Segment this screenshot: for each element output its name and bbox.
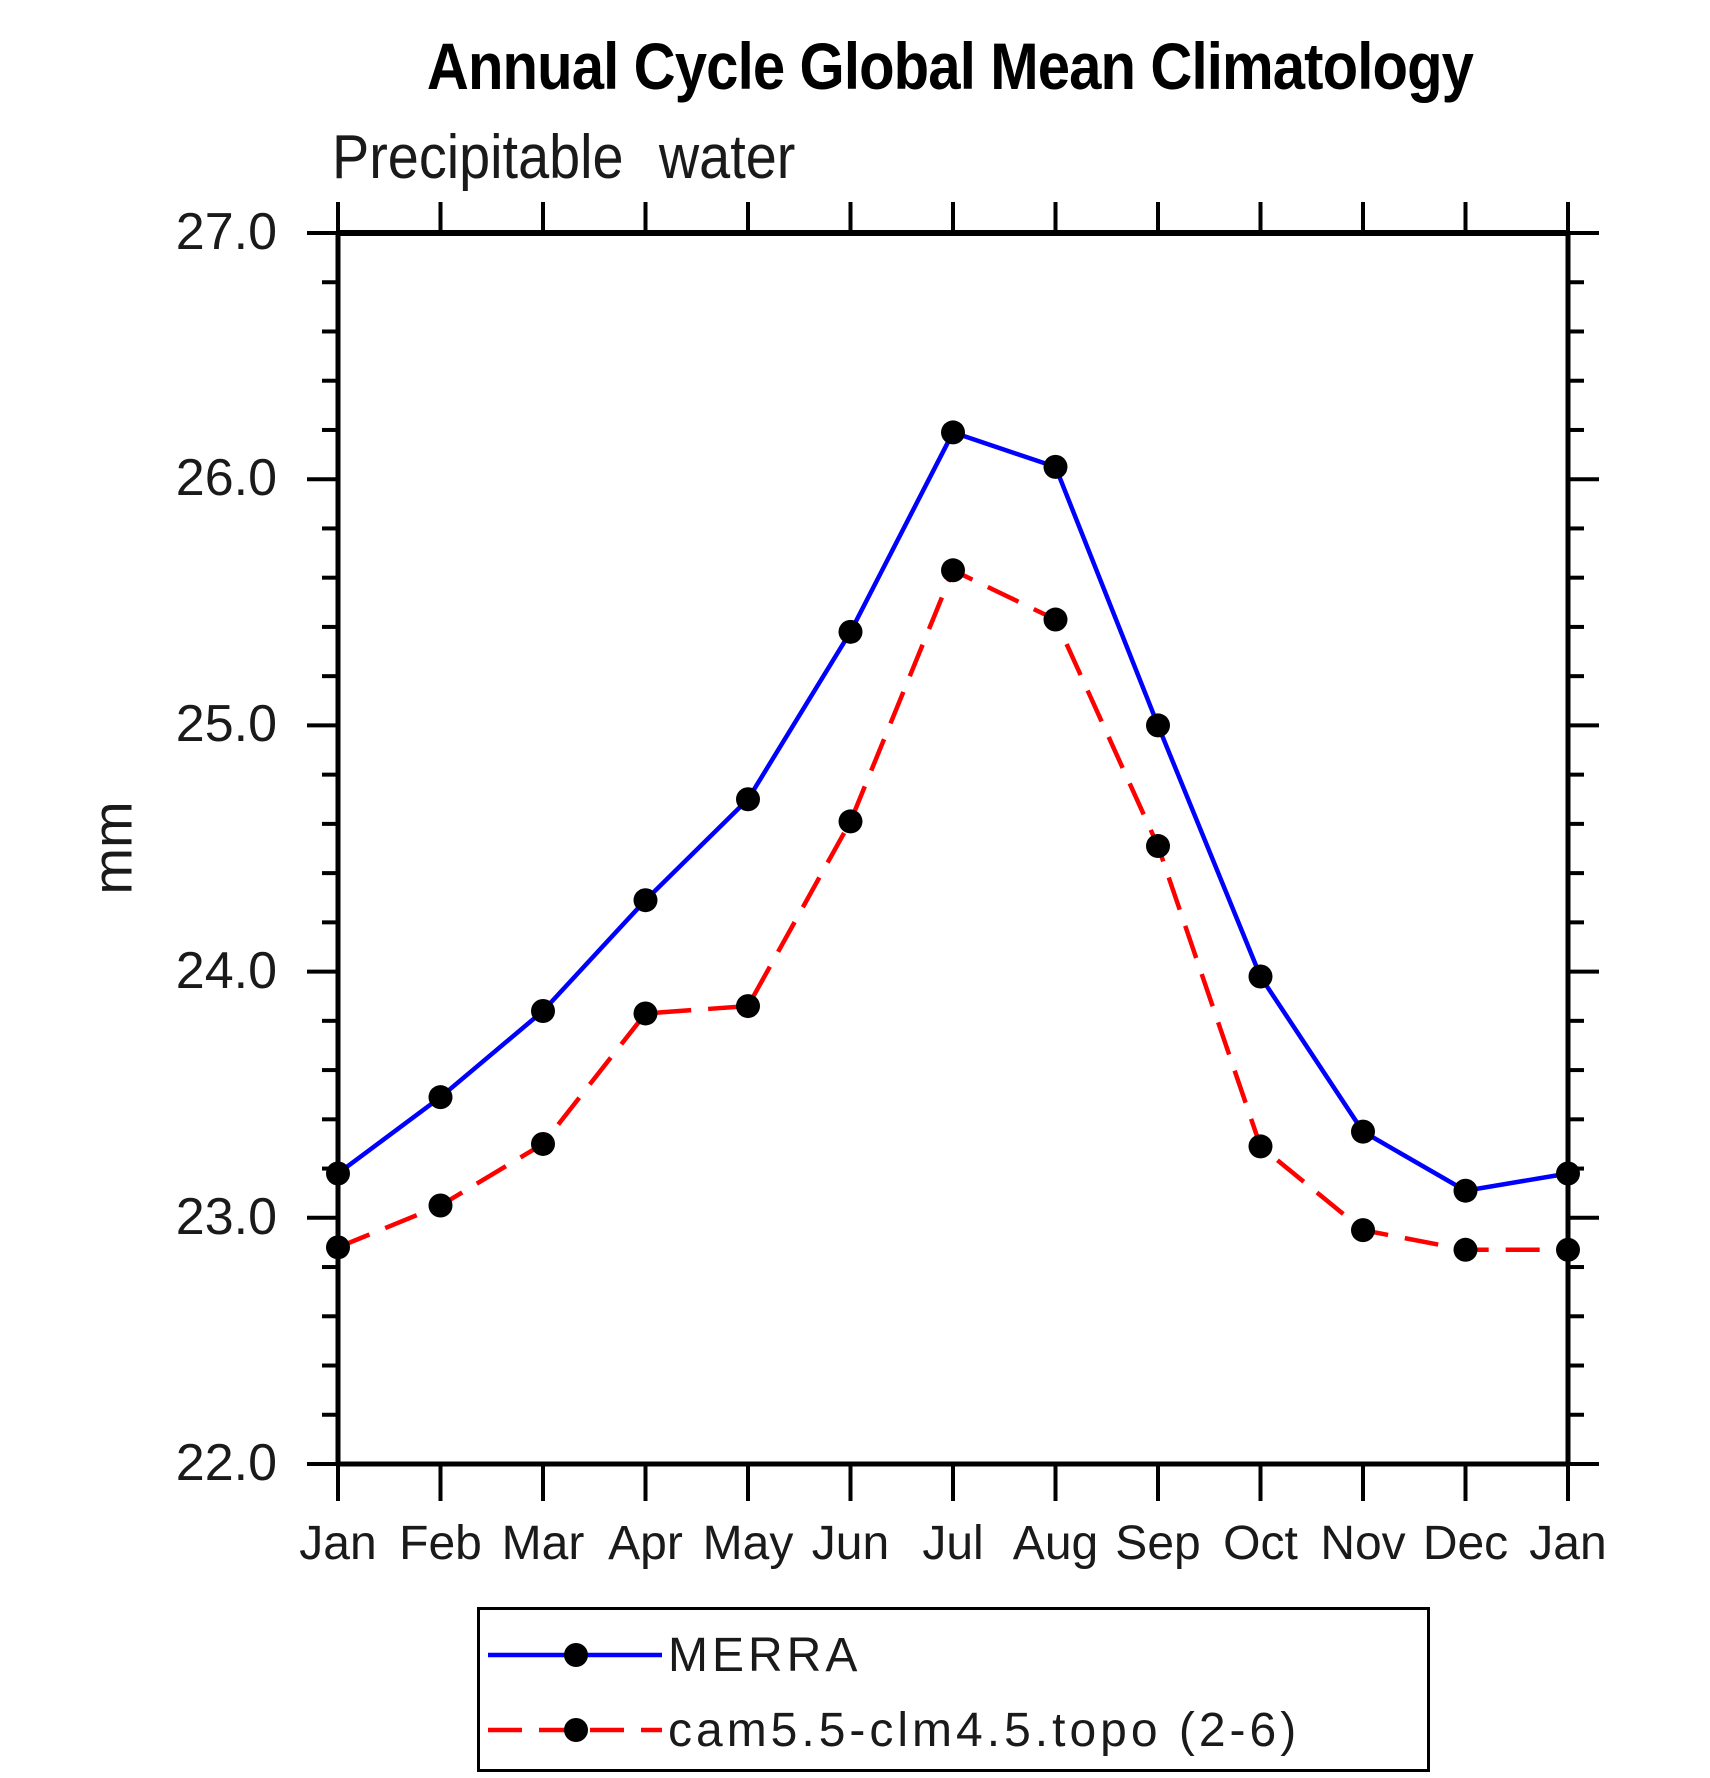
x-tick-label: Mar — [501, 1517, 585, 1570]
data-point-marker — [1556, 1161, 1580, 1186]
x-tick-label: Sep — [1115, 1517, 1201, 1570]
legend-label: MERRA — [668, 1628, 862, 1682]
data-point-marker — [633, 1001, 658, 1026]
data-point-marker — [326, 1161, 350, 1186]
data-point-marker — [326, 1235, 350, 1260]
legend-item-cam55: cam5.5-clm4.5.topo (2-6) — [484, 1704, 1300, 1757]
data-point-marker — [736, 994, 760, 1019]
y-tick-label: 22.0 — [175, 1433, 277, 1492]
data-point-marker — [838, 809, 863, 834]
data-point-marker — [1453, 1237, 1478, 1262]
data-point-marker — [1351, 1218, 1375, 1243]
data-point-marker — [838, 619, 863, 644]
data-point-marker — [428, 1085, 453, 1110]
data-point-marker — [1453, 1178, 1478, 1203]
legend-item-merra: MERRA — [484, 1629, 861, 1682]
data-point-marker — [531, 998, 555, 1023]
y-tick-label: 23.0 — [175, 1187, 277, 1246]
x-tick-label: Dec — [1422, 1517, 1509, 1570]
legend-line-sample-solid — [488, 1643, 662, 1667]
data-point-marker — [1556, 1237, 1580, 1262]
chart-subtitle: Precipitable water — [332, 123, 796, 192]
data-point-marker — [941, 420, 965, 445]
x-tick-label: Oct — [1223, 1517, 1298, 1570]
x-tick-label: Feb — [399, 1517, 482, 1570]
x-tick-label: Nov — [1320, 1517, 1406, 1570]
data-point-marker — [1146, 834, 1170, 859]
data-point-marker — [941, 558, 965, 583]
data-point-marker — [1248, 1134, 1273, 1159]
data-point-marker — [1351, 1119, 1375, 1144]
x-tick-label: Jan — [1529, 1517, 1607, 1570]
y-tick-label: 25.0 — [175, 695, 277, 754]
data-point-marker — [736, 787, 760, 812]
legend-label: cam5.5-clm4.5.topo (2-6) — [668, 1703, 1301, 1757]
series-line-cam55 — [337, 567, 1568, 1253]
data-point-marker — [633, 888, 658, 913]
x-tick-label: Jul — [922, 1517, 984, 1570]
x-tick-label: May — [702, 1517, 794, 1570]
data-point-marker — [1043, 454, 1068, 479]
y-tick-label: 27.0 — [175, 202, 277, 261]
data-point-marker — [1248, 964, 1273, 989]
legend-line-sample-dashed — [488, 1718, 662, 1742]
data-point-marker — [1146, 713, 1170, 738]
x-tick-label: Apr — [608, 1517, 683, 1570]
y-tick-label: 26.0 — [175, 448, 277, 507]
y-tick-label: 24.0 — [175, 941, 277, 1000]
legend-box: MERRA cam5.5-clm4.5.topo (2-6) — [477, 1607, 1430, 1772]
series-line-merra — [336, 429, 1569, 1194]
x-tick-label: Jun — [811, 1517, 890, 1570]
chart-title: Annual Cycle Global Mean Climatology — [426, 29, 1474, 103]
data-point-marker — [531, 1131, 555, 1156]
x-tick-label: Jan — [299, 1517, 377, 1570]
data-point-marker — [1043, 607, 1068, 632]
x-tick-label: Aug — [1012, 1517, 1099, 1570]
data-point-marker — [428, 1193, 453, 1218]
